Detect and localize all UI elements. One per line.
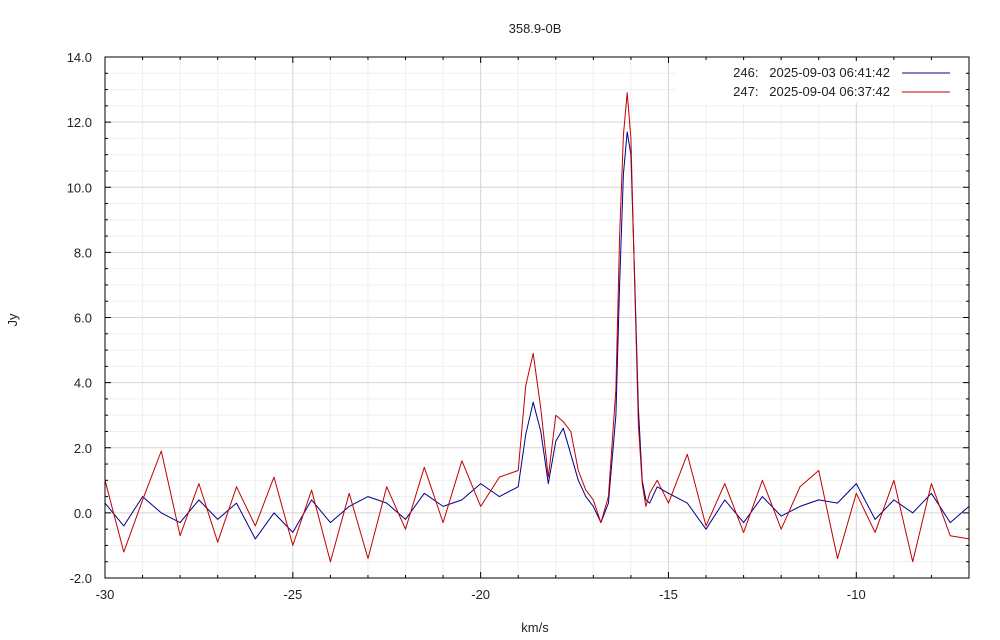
legend-label-1: 246: 2025-09-03 06:41:42 bbox=[733, 65, 890, 80]
y-tick-label: 8.0 bbox=[74, 245, 92, 260]
x-axis-label: km/s bbox=[521, 620, 549, 635]
legend: 246: 2025-09-03 06:41:42 247: 2025-09-04 … bbox=[675, 61, 965, 103]
y-tick-label: -2.0 bbox=[70, 571, 92, 586]
y-tick-label: 10.0 bbox=[67, 180, 92, 195]
series-line-2 bbox=[104, 92, 970, 563]
legend-background bbox=[675, 61, 965, 103]
y-tick-label: 14.0 bbox=[67, 50, 92, 65]
axis-ticks: -30 -25 -20 -15 -10 -2.0 0.0 2.0 4.0 6.0 8.0 10.0 12… bbox=[67, 50, 970, 602]
y-tick-label: 12.0 bbox=[67, 115, 92, 130]
y-axis-label: Jy bbox=[5, 313, 20, 327]
y-tick-label: 4.0 bbox=[74, 376, 92, 391]
x-tick-label: -25 bbox=[283, 587, 302, 602]
legend-label-2: 247: 2025-09-04 06:37:42 bbox=[733, 84, 890, 99]
data-series bbox=[104, 92, 970, 563]
y-tick-label: 0.0 bbox=[74, 506, 92, 521]
x-tick-label: -15 bbox=[659, 587, 678, 602]
series-line-1 bbox=[104, 131, 970, 540]
x-tick-label: -30 bbox=[96, 587, 115, 602]
y-tick-label: 6.0 bbox=[74, 311, 92, 326]
x-tick-label: -10 bbox=[847, 587, 866, 602]
x-tick-label: -20 bbox=[471, 587, 490, 602]
y-tick-label: 2.0 bbox=[74, 441, 92, 456]
chart-title: 358.9-0B bbox=[509, 21, 562, 36]
